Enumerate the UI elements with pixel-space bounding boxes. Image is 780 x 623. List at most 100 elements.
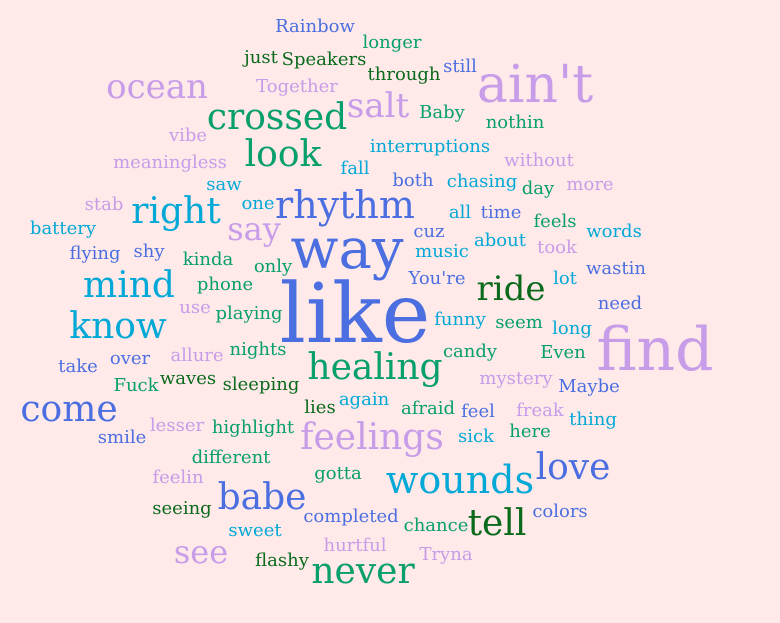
cloud-word: say [227, 210, 281, 248]
cloud-word: Baby [419, 102, 465, 123]
cloud-word: only [253, 256, 293, 277]
cloud-word: music [415, 241, 469, 262]
cloud-word: see [173, 533, 229, 571]
cloud-word: flashy [255, 550, 309, 571]
cloud-word: vibe [168, 125, 208, 146]
cloud-word: take [58, 356, 98, 377]
cloud-word: fall [340, 158, 370, 179]
cloud-word: ain't [476, 55, 594, 115]
cloud-word: lies [304, 397, 336, 418]
cloud-word: feelings [300, 417, 444, 458]
cloud-word: feelin [152, 467, 204, 488]
cloud-word: smile [97, 427, 147, 448]
cloud-word: You're [408, 268, 466, 289]
cloud-word: candy [442, 341, 498, 362]
cloud-word: look [244, 134, 322, 175]
cloud-word: feel [461, 401, 495, 422]
cloud-word: right [131, 191, 221, 232]
cloud-word: highlight [211, 417, 295, 438]
cloud-word: Together [256, 76, 338, 97]
cloud-word: find [596, 315, 714, 385]
cloud-word: just [244, 47, 278, 68]
cloud-word: without [504, 150, 574, 171]
cloud-word: know [69, 306, 167, 347]
cloud-word: about [474, 230, 526, 251]
cloud-word: healing [307, 347, 443, 388]
cloud-word: funny [434, 309, 486, 330]
cloud-word: lot [553, 268, 577, 289]
cloud-word: day [521, 178, 555, 199]
cloud-word: salt [346, 86, 410, 126]
cloud-word: need [597, 293, 643, 314]
cloud-word: waves [159, 368, 217, 389]
cloud-word: interruptions [369, 136, 491, 157]
cloud-word: love [535, 447, 611, 488]
cloud-word: both [392, 170, 434, 191]
cloud-word: seem [495, 312, 543, 333]
cloud-word: chance [403, 515, 469, 536]
cloud-word: allure [170, 345, 224, 366]
cloud-word: shy [133, 241, 165, 262]
cloud-word: cuz [413, 221, 445, 242]
cloud-word: took [537, 237, 577, 258]
cloud-word: chasing [446, 171, 518, 192]
cloud-word: stab [84, 194, 124, 215]
cloud-word: sweet [228, 520, 282, 541]
cloud-word: hurtful [323, 535, 387, 556]
cloud-word: feels [533, 211, 577, 232]
cloud-word: lesser [149, 415, 205, 436]
cloud-word: Even [540, 342, 586, 363]
cloud-word: time [480, 202, 522, 223]
cloud-word: more [566, 174, 614, 195]
cloud-word: babe [217, 477, 307, 518]
cloud-word: crossed [206, 97, 348, 138]
cloud-word: thing [569, 409, 617, 430]
cloud-word: colors [532, 501, 588, 522]
cloud-word: tell [467, 503, 527, 544]
cloud-word: playing [215, 303, 283, 324]
cloud-word: kinda [182, 249, 234, 270]
cloud-word: words [586, 221, 642, 242]
cloud-word: come [20, 389, 118, 430]
cloud-word: meaningless [113, 152, 227, 173]
cloud-word: again [338, 389, 390, 410]
cloud-word: battery [29, 218, 97, 239]
cloud-word: long [552, 318, 592, 339]
cloud-word: freak [516, 400, 564, 421]
cloud-word: different [191, 447, 271, 468]
cloud-word: sleeping [222, 374, 300, 395]
cloud-word: use [179, 297, 211, 318]
cloud-word: mystery [479, 368, 553, 389]
cloud-word: completed [303, 506, 399, 527]
cloud-word: phone [196, 274, 254, 295]
cloud-word: longer [362, 32, 422, 53]
cloud-word: all [448, 202, 472, 223]
cloud-word: ocean [106, 67, 208, 107]
cloud-word: nothin [485, 112, 545, 133]
cloud-word: Maybe [558, 376, 620, 397]
cloud-word: flying [69, 243, 121, 264]
cloud-word: mind [83, 265, 175, 306]
cloud-word: Speakers [281, 49, 367, 70]
cloud-word: over [109, 348, 151, 369]
cloud-word: Tryna [419, 544, 473, 565]
cloud-word: never [311, 551, 415, 592]
cloud-word: one [241, 193, 275, 214]
cloud-word: still [443, 56, 477, 77]
cloud-word: wastin [586, 258, 646, 279]
cloud-word: saw [206, 174, 242, 195]
cloud-word: like [279, 267, 431, 362]
cloud-word: seeing [152, 498, 212, 519]
cloud-word: ride [476, 269, 546, 309]
cloud-word: wounds [385, 458, 535, 502]
cloud-word: nights [229, 339, 287, 360]
cloud-word: gotta [314, 463, 362, 484]
cloud-word: rhythm [275, 183, 415, 227]
cloud-word: sick [458, 426, 494, 447]
cloud-word: afraid [400, 398, 456, 419]
cloud-word: Fuck [113, 375, 159, 396]
cloud-word: way [290, 217, 404, 282]
cloud-word: here [509, 421, 551, 442]
cloud-word: Rainbow [275, 16, 355, 37]
